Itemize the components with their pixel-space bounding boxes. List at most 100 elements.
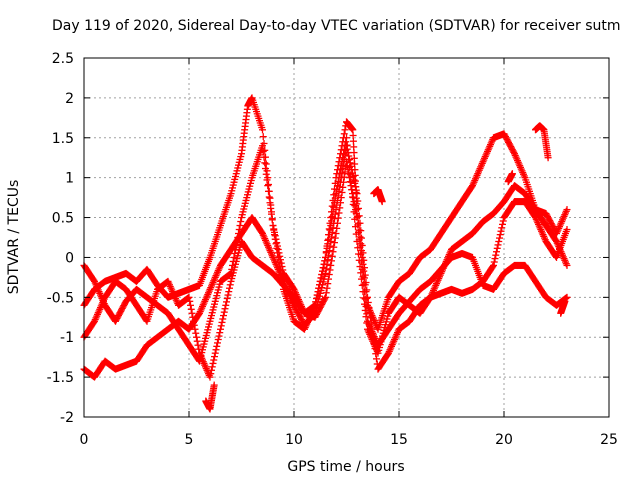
data-point (276, 252, 284, 260)
data-point (327, 222, 335, 230)
data-point (329, 208, 337, 216)
data-point (277, 259, 285, 267)
data-point (216, 224, 224, 232)
data-point (225, 288, 233, 296)
x-tick-label: 0 (80, 432, 89, 448)
data-point (268, 210, 275, 218)
data-point (348, 125, 356, 133)
data-point (257, 227, 265, 235)
data-point (232, 241, 240, 249)
data-point (340, 146, 348, 154)
data-point (357, 269, 365, 277)
data-point (323, 284, 331, 292)
y-tick-label: 1.5 (52, 131, 74, 147)
data-point (331, 199, 338, 207)
data-point (265, 187, 272, 195)
data-point (319, 267, 326, 275)
data-point (361, 306, 369, 314)
x-tick-label: 5 (185, 432, 194, 448)
data-point (496, 234, 503, 242)
data-point (337, 162, 345, 170)
data-point (327, 214, 335, 222)
data-point (265, 181, 272, 189)
data-point (270, 225, 278, 233)
data-point (274, 242, 281, 250)
data-point (211, 349, 219, 357)
data-point (383, 351, 391, 359)
data-point (217, 325, 224, 333)
y-axis-label: SDTVAR / TECUs (6, 180, 22, 295)
data-point (322, 249, 330, 257)
data-point (212, 346, 220, 354)
data-point (336, 170, 344, 178)
y-tick-label: -2 (60, 410, 74, 426)
data-point (187, 301, 194, 309)
data-point (352, 183, 359, 191)
data-point (325, 235, 332, 243)
data-point (259, 133, 267, 141)
data-point (360, 294, 368, 302)
axis-ticks: 0 5 10 15 20 25 -2 -1.5 -1 -0.5 0 0.5 1 1.5 2 2.5 (47, 51, 618, 448)
data-point (349, 190, 356, 198)
data-point (216, 329, 224, 337)
data-point (384, 296, 392, 304)
data-point (272, 235, 280, 243)
data-point (274, 245, 282, 253)
data-point (315, 284, 323, 292)
data-point (192, 329, 200, 337)
data-point (214, 339, 221, 347)
data-point (425, 296, 433, 304)
data-point (491, 255, 499, 263)
x-tick-label: 10 (285, 432, 303, 448)
data-point (266, 199, 274, 207)
data-point (489, 263, 497, 271)
data-point (467, 184, 475, 192)
data-point (205, 287, 213, 295)
data-point (235, 230, 242, 238)
data-point (121, 300, 128, 308)
data-point (267, 204, 275, 212)
data-point (258, 124, 266, 132)
data-point (499, 217, 507, 225)
data-point (365, 304, 373, 312)
data-point (277, 256, 284, 264)
data-point (562, 228, 570, 236)
data-point (235, 226, 243, 234)
data-point (260, 153, 268, 161)
data-point (339, 154, 347, 162)
data-point (265, 193, 273, 201)
data-point (278, 263, 286, 271)
data-point (373, 355, 380, 363)
data-point (194, 312, 202, 320)
y-tick-label: 0 (65, 250, 74, 266)
data-point (562, 260, 570, 268)
x-tick-label: 15 (390, 432, 408, 448)
y-tick-label: -0.5 (47, 290, 74, 306)
data-point (509, 147, 517, 155)
data-point (193, 337, 201, 345)
data-point (218, 318, 226, 326)
data-point (219, 315, 227, 323)
data-point (213, 342, 221, 350)
data-point (261, 159, 269, 167)
x-axis-label: GPS time / hours (287, 459, 404, 475)
data-point (223, 298, 230, 306)
data-point (493, 248, 500, 256)
y-tick-label: 2 (65, 91, 74, 107)
grid (84, 58, 609, 417)
data-point (210, 383, 218, 391)
data-point (193, 333, 200, 341)
data-point (331, 194, 339, 202)
data-point (215, 332, 223, 340)
data-point (321, 257, 329, 265)
data-point (493, 244, 501, 252)
data-point (324, 240, 332, 248)
data-point (194, 341, 202, 349)
data-point (340, 150, 347, 158)
data-point (328, 212, 336, 220)
data-point (324, 280, 332, 288)
data-point (209, 359, 217, 367)
data-point (310, 302, 318, 310)
data-point (262, 165, 269, 173)
data-point (373, 347, 381, 355)
